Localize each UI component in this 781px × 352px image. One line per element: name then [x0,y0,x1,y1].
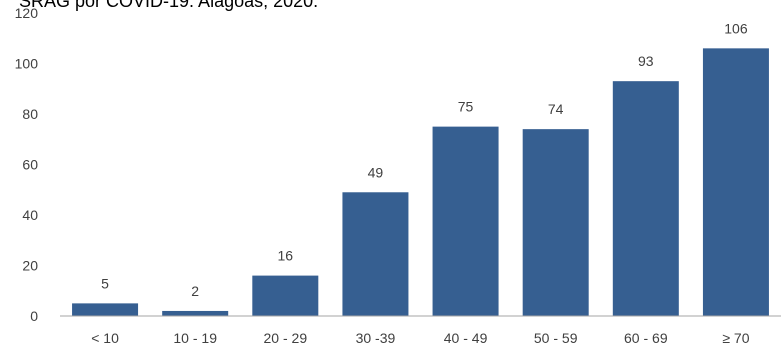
bar [522,129,589,316]
x-tick-label: 40 - 49 [444,330,488,346]
y-tick-label: 100 [15,56,39,72]
data-label: 75 [458,99,474,115]
x-tick-label: ≥ 70 [722,330,749,346]
bars-group [72,48,769,316]
y-tick-label: 40 [22,207,38,223]
y-tick-label: 60 [22,157,38,173]
data-label: 93 [638,53,654,69]
x-tick-label: 50 - 59 [534,330,578,346]
bar [702,48,769,316]
bar [162,310,229,316]
y-axis-ticks: 0 20 40 60 80 100 120 [15,5,39,324]
x-tick-label: < 10 [91,330,119,346]
x-tick-label: 30 -39 [356,330,396,346]
data-label: 106 [724,20,748,36]
bar [72,303,139,316]
x-tick-label: 10 - 19 [173,330,217,346]
y-tick-label: 0 [30,308,38,324]
data-label: 16 [278,248,294,264]
bar [342,192,409,316]
chart-title: SRAG por COVID-19. Alagoas, 2020. [19,0,319,11]
x-axis-ticks: < 10 10 - 19 20 - 29 30 -39 40 - 49 50 - 59 60… [91,330,749,346]
data-label: 74 [548,101,564,117]
x-tick-label: 20 - 29 [264,330,308,346]
y-tick-label: 20 [22,258,38,274]
y-tick-label: 120 [15,5,39,21]
y-tick-label: 80 [22,106,38,122]
data-label: 5 [101,275,109,291]
data-label: 2 [191,283,199,299]
data-label: 49 [368,164,384,180]
data-labels-group: 5 2 16 49 75 74 93 106 [101,20,748,299]
bar [612,81,679,316]
bar [432,126,499,316]
bar [252,275,319,316]
x-tick-label: 60 - 69 [624,330,668,346]
